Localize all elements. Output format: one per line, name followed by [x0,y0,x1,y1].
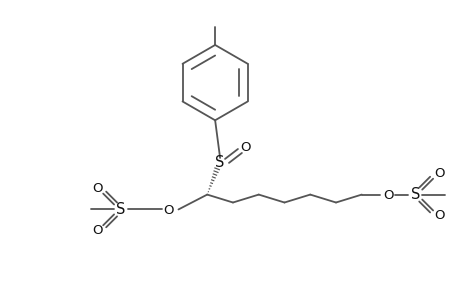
Text: O: O [433,209,443,222]
Text: S: S [215,155,224,170]
Text: O: O [92,224,102,237]
Text: S: S [410,187,419,202]
Text: O: O [163,204,174,217]
Text: O: O [382,189,393,202]
Text: O: O [92,182,102,195]
Text: O: O [433,167,443,180]
Text: O: O [240,140,251,154]
Text: S: S [116,202,125,217]
